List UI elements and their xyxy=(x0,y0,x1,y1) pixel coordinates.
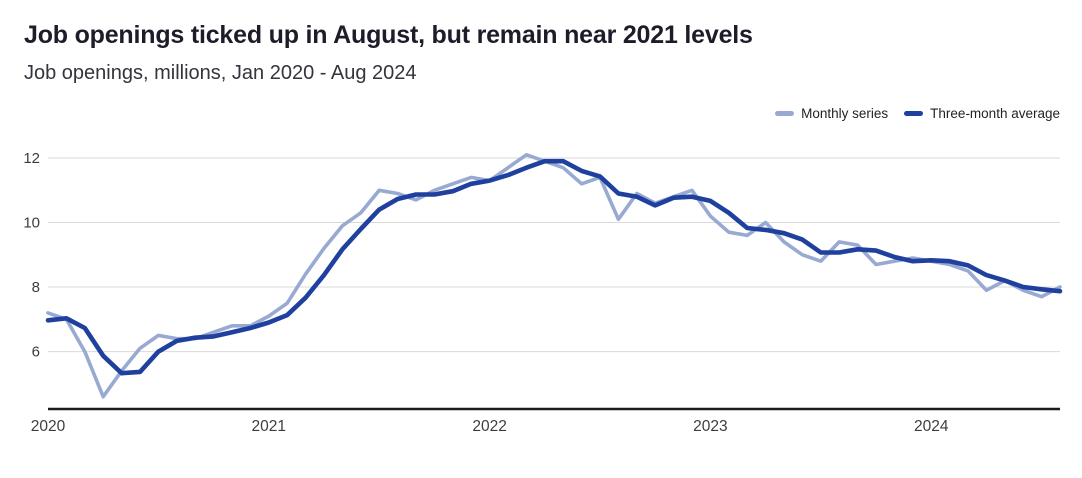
y-axis-tick-label: 6 xyxy=(32,344,40,361)
x-axis-tick-label: 2021 xyxy=(252,418,286,435)
three-month-average-swatch-icon xyxy=(904,111,924,116)
series-line-monthly xyxy=(46,152,1062,399)
line-chart: 6 8 10 12 2020 2021 2022 2023 2024 xyxy=(23,150,1063,435)
legend-item-three-month-average: Three-month average xyxy=(904,106,1060,121)
series-line-three-month-average xyxy=(45,158,1063,376)
x-axis-tick-label: 2023 xyxy=(693,418,727,435)
chart-subtitle: Job openings, millions, Jan 2020 - Aug 2… xyxy=(24,62,417,84)
y-axis-tick-label: 12 xyxy=(23,150,40,167)
legend-label-three-month-average: Three-month average xyxy=(930,106,1060,121)
y-axis-tick-label: 10 xyxy=(23,215,40,232)
legend: Monthly series Three-month average xyxy=(775,106,1060,121)
legend-label-monthly-series: Monthly series xyxy=(801,106,889,121)
x-axis-tick-label: 2020 xyxy=(31,418,66,435)
legend-item-monthly-series: Monthly series xyxy=(775,106,888,121)
page-title: Job openings ticked up in August, but re… xyxy=(24,21,753,49)
monthly-series-swatch-icon xyxy=(775,111,795,116)
x-axis-tick-label: 2022 xyxy=(472,418,506,435)
y-axis-tick-label: 8 xyxy=(32,279,40,296)
x-axis-tick-label: 2024 xyxy=(914,418,949,435)
